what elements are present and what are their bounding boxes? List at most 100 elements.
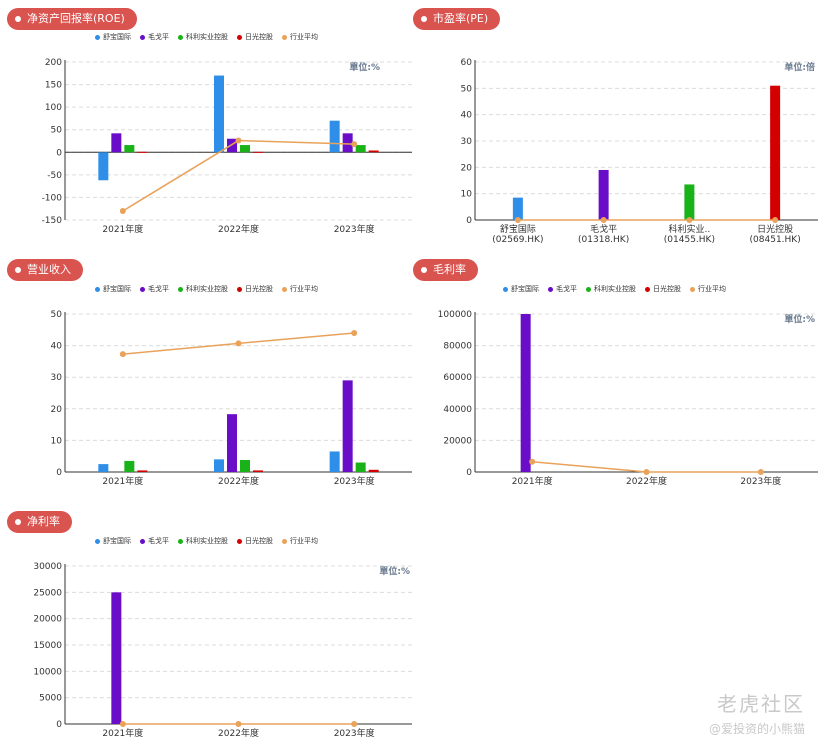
- x-tick-label: 2022年度: [218, 223, 259, 235]
- legend-swatch-icon: [548, 286, 553, 292]
- pe-chart-svg: 0 10 20 30 40 50 60 舒宝国际(02569.HK) 毛戈平(01318.HK)…: [461, 58, 818, 245]
- legend-swatch-icon: [237, 34, 242, 40]
- legend-label: 毛戈平: [148, 33, 169, 41]
- bar-revenue-s3-c2: [368, 469, 379, 472]
- legend: 舒宝国际 毛戈平 科利实业控股 日光控股 行业平均: [503, 284, 726, 294]
- badge-dot-icon: [421, 267, 427, 273]
- legend-item[interactable]: 舒宝国际: [95, 32, 131, 42]
- legend-item[interactable]: 毛戈平: [548, 284, 577, 294]
- legend-label: 舒宝国际: [103, 33, 131, 41]
- legend-item[interactable]: 舒宝国际: [503, 284, 539, 294]
- avg-point-pe-3: [772, 217, 779, 223]
- bar-roe-s0-c1: [214, 75, 224, 153]
- net-title: 净利率: [27, 515, 60, 528]
- legend-swatch-icon: [95, 286, 100, 292]
- x-tick-label: (01318.HK): [578, 235, 629, 245]
- bar-pe-c2: [684, 184, 695, 220]
- avg-point-pe-0: [514, 217, 521, 223]
- legend-label: 毛戈平: [148, 537, 169, 545]
- legend-swatch-icon: [178, 286, 183, 292]
- bar-revenue-s3-c0: [137, 470, 148, 472]
- y-tick-label: 0: [466, 468, 472, 478]
- bar-roe-s3-c2: [368, 150, 379, 153]
- legend-item[interactable]: 毛戈平: [140, 284, 169, 294]
- y-tick-label: 10000: [33, 667, 62, 677]
- x-tick-label: 日光控股: [757, 223, 793, 235]
- avg-point-netmargin-2: [351, 721, 358, 727]
- legend-swatch-icon: [237, 286, 242, 292]
- legend-item[interactable]: 行业平均: [282, 32, 318, 42]
- y-tick-label: 5000: [39, 694, 62, 704]
- bar-roe-s2-c2: [355, 145, 366, 153]
- legend-item[interactable]: 毛戈平: [140, 536, 169, 546]
- x-tick-label: 舒宝国际: [500, 223, 536, 235]
- bar-pe-c3: [770, 85, 781, 220]
- legend-item[interactable]: 日光控股: [645, 284, 681, 294]
- legend-item[interactable]: 毛戈平: [140, 32, 169, 42]
- bar-revenue-s1-c2: [342, 380, 353, 472]
- pe-title: 市盈率(PE): [433, 12, 489, 25]
- pe-chart-panel: 0 10 20 30 40 50 60 舒宝国际 (02569.HK) 毛戈平 (01318.HK)…: [0, 0, 819, 250]
- x-tick-label: 2022年度: [626, 475, 667, 487]
- y-tick-label: 0: [466, 216, 472, 226]
- legend-item[interactable]: 行业平均: [690, 284, 726, 294]
- gross-chart-svg: 0 20000 40000 60000 80000 100000 2021年度 2022年度 2…: [438, 310, 818, 487]
- legend-label: 行业平均: [698, 285, 726, 293]
- legend-item[interactable]: 科利实业控股: [178, 536, 228, 546]
- unit-label: 單位:%: [379, 565, 410, 577]
- legend: 舒宝国际 毛戈平 科利实业控股 日光控股 行业平均: [95, 284, 318, 294]
- legend-swatch-icon: [282, 34, 287, 40]
- x-tick-label: (01455.HK): [664, 235, 715, 245]
- legend-item[interactable]: 科利实业控股: [178, 32, 228, 42]
- legend-label: 舒宝国际: [103, 537, 131, 545]
- y-tick-label: 100000: [438, 310, 473, 320]
- y-tick-label: -150: [42, 216, 63, 226]
- avg-point-roe-2: [351, 141, 358, 148]
- legend-swatch-icon: [237, 538, 242, 544]
- legend-item[interactable]: 日光控股: [237, 32, 273, 42]
- bar-gross-s1-c0: [520, 314, 531, 472]
- avg-point-netmargin-1: [235, 721, 242, 727]
- avg-point-revenue-1: [235, 340, 242, 347]
- y-tick-label: 0: [56, 468, 62, 478]
- legend-item[interactable]: 舒宝国际: [95, 536, 131, 546]
- legend: 舒宝国际 毛戈平 科利实业控股 日光控股 行业平均: [95, 32, 318, 42]
- bar-revenue-s2-c0: [124, 460, 135, 472]
- gross-title-badge: 毛利率: [413, 259, 478, 281]
- legend-label: 行业平均: [290, 33, 318, 41]
- legend-label: 日光控股: [245, 33, 273, 41]
- bar-roe-s2-c0: [124, 145, 135, 153]
- watermark-sub: @爱投资的小熊猫: [709, 720, 805, 737]
- gross-title: 毛利率: [433, 263, 466, 276]
- watermark-sub-text: @爱投资的小熊猫: [708, 722, 805, 736]
- y-tick-label: 50: [461, 84, 473, 94]
- legend-item[interactable]: 行业平均: [282, 284, 318, 294]
- legend-item[interactable]: 科利实业控股: [586, 284, 636, 294]
- bar-roe-s3-c0: [137, 151, 148, 153]
- avg-point-pe-2: [686, 217, 693, 223]
- y-tick-label: 15000: [33, 641, 62, 651]
- watermark-main-text: 老虎社区: [717, 692, 805, 716]
- x-tick-label: 2023年度: [334, 727, 375, 739]
- legend-item[interactable]: 行业平均: [282, 536, 318, 546]
- y-tick-label: 30: [461, 137, 473, 147]
- roe-chart-panel: -150 -100 -50 0 50 100 150 200 2021年度 2022年度 2023年…: [0, 0, 415, 240]
- bar-pe-c0: [512, 197, 523, 220]
- unit-label: 單位:%: [349, 61, 380, 73]
- avg-point-pe-1: [600, 217, 607, 223]
- legend-item[interactable]: 科利实业控股: [178, 284, 228, 294]
- x-tick-label: 2023年度: [334, 475, 375, 487]
- net-margin-chart-panel: 0 5000 10000 15000 20000 25000 30000 2021年度 2022…: [33, 536, 412, 739]
- legend-swatch-icon: [178, 538, 183, 544]
- bar-revenue-s0-c2: [329, 451, 340, 472]
- x-tick-label: 2023年度: [740, 475, 781, 487]
- legend-item[interactable]: 日光控股: [237, 536, 273, 546]
- legend-label: 科利实业控股: [186, 537, 228, 545]
- legend-item[interactable]: 舒宝国际: [95, 284, 131, 294]
- legend-swatch-icon: [282, 538, 287, 544]
- y-tick-label: 10: [51, 436, 63, 446]
- legend-item[interactable]: 日光控股: [237, 284, 273, 294]
- legend-label: 行业平均: [290, 285, 318, 293]
- y-tick-label: 40: [461, 111, 473, 121]
- legend-label: 舒宝国际: [103, 285, 131, 293]
